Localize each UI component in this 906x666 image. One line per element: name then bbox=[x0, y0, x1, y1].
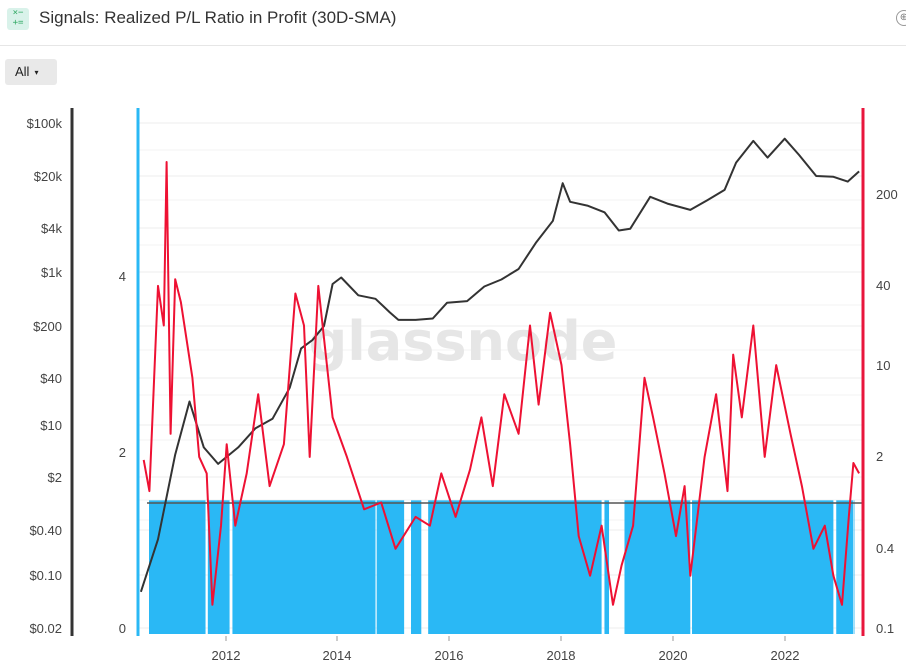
range-dropdown[interactable]: All ▾ bbox=[5, 59, 57, 85]
x-tick-label: 2020 bbox=[659, 648, 688, 663]
signal-bar bbox=[428, 500, 602, 634]
signal-bars bbox=[149, 500, 855, 634]
ratio-tick-label: 0.1 bbox=[876, 621, 894, 636]
header-divider bbox=[0, 45, 906, 46]
price-tick-label: $200 bbox=[33, 319, 62, 334]
price-line bbox=[139, 137, 860, 593]
price-tick-label: $10 bbox=[40, 418, 62, 433]
ratio-tick-label: 40 bbox=[876, 278, 890, 293]
signal-tick-label: 2 bbox=[119, 445, 126, 460]
signal-bar bbox=[149, 500, 206, 634]
price-tick-label: $40 bbox=[40, 371, 62, 386]
signal-bar bbox=[232, 500, 376, 634]
price-tick-label: $0.40 bbox=[29, 523, 62, 538]
price-tick-label: $2 bbox=[48, 470, 62, 485]
signal-bar bbox=[692, 500, 834, 634]
signal-tick-label: 0 bbox=[119, 621, 126, 636]
ratio-tick-label: 200 bbox=[876, 187, 898, 202]
watermark: glassnode bbox=[309, 310, 618, 373]
ratio-tick-label: 10 bbox=[876, 358, 890, 373]
price-tick-label: $4k bbox=[41, 221, 62, 236]
x-tick-label: 2022 bbox=[771, 648, 800, 663]
price-tick-label: $100k bbox=[27, 116, 63, 131]
chevron-down-icon: ▾ bbox=[34, 67, 39, 77]
price-tick-label: $1k bbox=[41, 265, 62, 280]
price-tick-label: $20k bbox=[34, 169, 63, 184]
x-tick-label: 2018 bbox=[547, 648, 576, 663]
price-tick-label: $0.10 bbox=[29, 568, 62, 583]
ratio-line bbox=[142, 161, 860, 606]
metric-icon: ×− += bbox=[7, 8, 29, 30]
expand-icon[interactable]: ⊕ bbox=[896, 10, 906, 26]
ratio-tick-label: 2 bbox=[876, 449, 883, 464]
chart-header: ×− += Signals: Realized P/L Ratio in Pro… bbox=[0, 0, 906, 40]
range-label: All bbox=[15, 64, 30, 79]
ratio-tick-label: 0.4 bbox=[876, 541, 894, 556]
x-tick-label: 2016 bbox=[435, 648, 464, 663]
price-tick-label: $0.02 bbox=[29, 621, 62, 636]
x-tick-label: 2012 bbox=[212, 648, 241, 663]
x-tick-label: 2014 bbox=[323, 648, 352, 663]
signal-bar bbox=[411, 500, 422, 634]
chart-title: Signals: Realized P/L Ratio in Profit (3… bbox=[39, 8, 397, 27]
signal-tick-label: 4 bbox=[119, 269, 126, 284]
signal-bar bbox=[376, 500, 405, 634]
